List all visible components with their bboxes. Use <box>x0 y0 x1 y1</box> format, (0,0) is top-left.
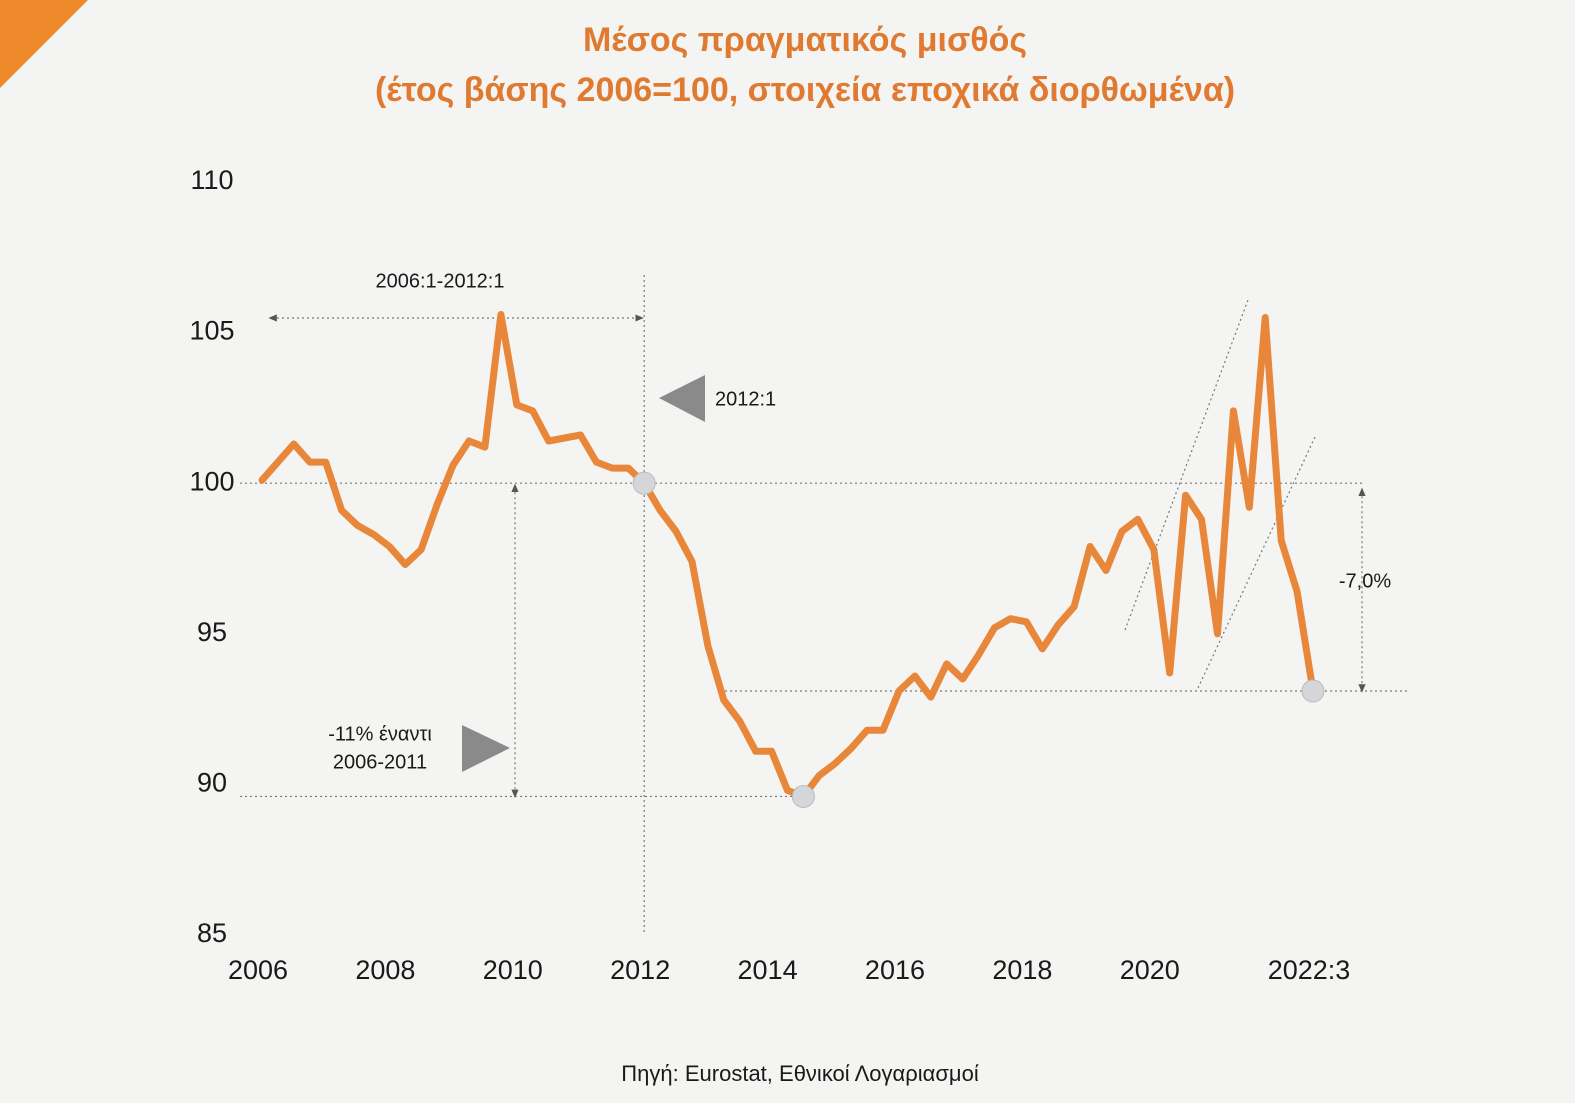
pointer-triangle <box>462 725 510 772</box>
y-tick-label: 90 <box>197 768 227 798</box>
highlight-marker <box>791 784 815 808</box>
annotation: -11% έναντι <box>328 723 432 745</box>
x-tick-label: 2012 <box>610 955 670 985</box>
y-tick-label: 110 <box>190 165 233 195</box>
annotation: 2012:1 <box>715 388 776 410</box>
pointer-triangle <box>659 375 705 422</box>
y-tick-label: 85 <box>197 918 227 948</box>
y-tick-label: 100 <box>189 466 234 496</box>
chart-subtitle: (έτος βάσης 2006=100, στοιχεία εποχικά δ… <box>375 71 1235 109</box>
highlight-marker <box>632 471 656 495</box>
x-tick-label: 2020 <box>1120 955 1180 985</box>
annotation: -7,0% <box>1339 570 1391 592</box>
x-tick-label: 2010 <box>483 955 543 985</box>
x-tick-label: 2016 <box>865 955 925 985</box>
y-tick-label: 105 <box>189 316 234 346</box>
y-tick-label: 95 <box>197 617 227 647</box>
highlight-marker <box>1301 679 1325 703</box>
channel-line <box>1197 436 1316 689</box>
x-tick-label: 2014 <box>738 955 798 985</box>
x-tick-label: 2018 <box>992 955 1052 985</box>
data-line <box>258 311 1317 800</box>
x-tick-label: 2008 <box>355 955 415 985</box>
annotation: 2006:1-2012:1 <box>375 270 504 292</box>
source-note: Πηγή: Eurostat, Εθνικοί Λογαριασμοί <box>621 1061 979 1086</box>
chart-title: Μέσος πραγματικός μισθός <box>583 21 1027 59</box>
corner-decoration <box>0 0 88 88</box>
x-tick-label: 2022:3 <box>1268 955 1351 985</box>
annotation: 2006-2011 <box>333 751 427 773</box>
channel-line <box>1124 299 1249 631</box>
x-tick-label: 2006 <box>228 955 288 985</box>
